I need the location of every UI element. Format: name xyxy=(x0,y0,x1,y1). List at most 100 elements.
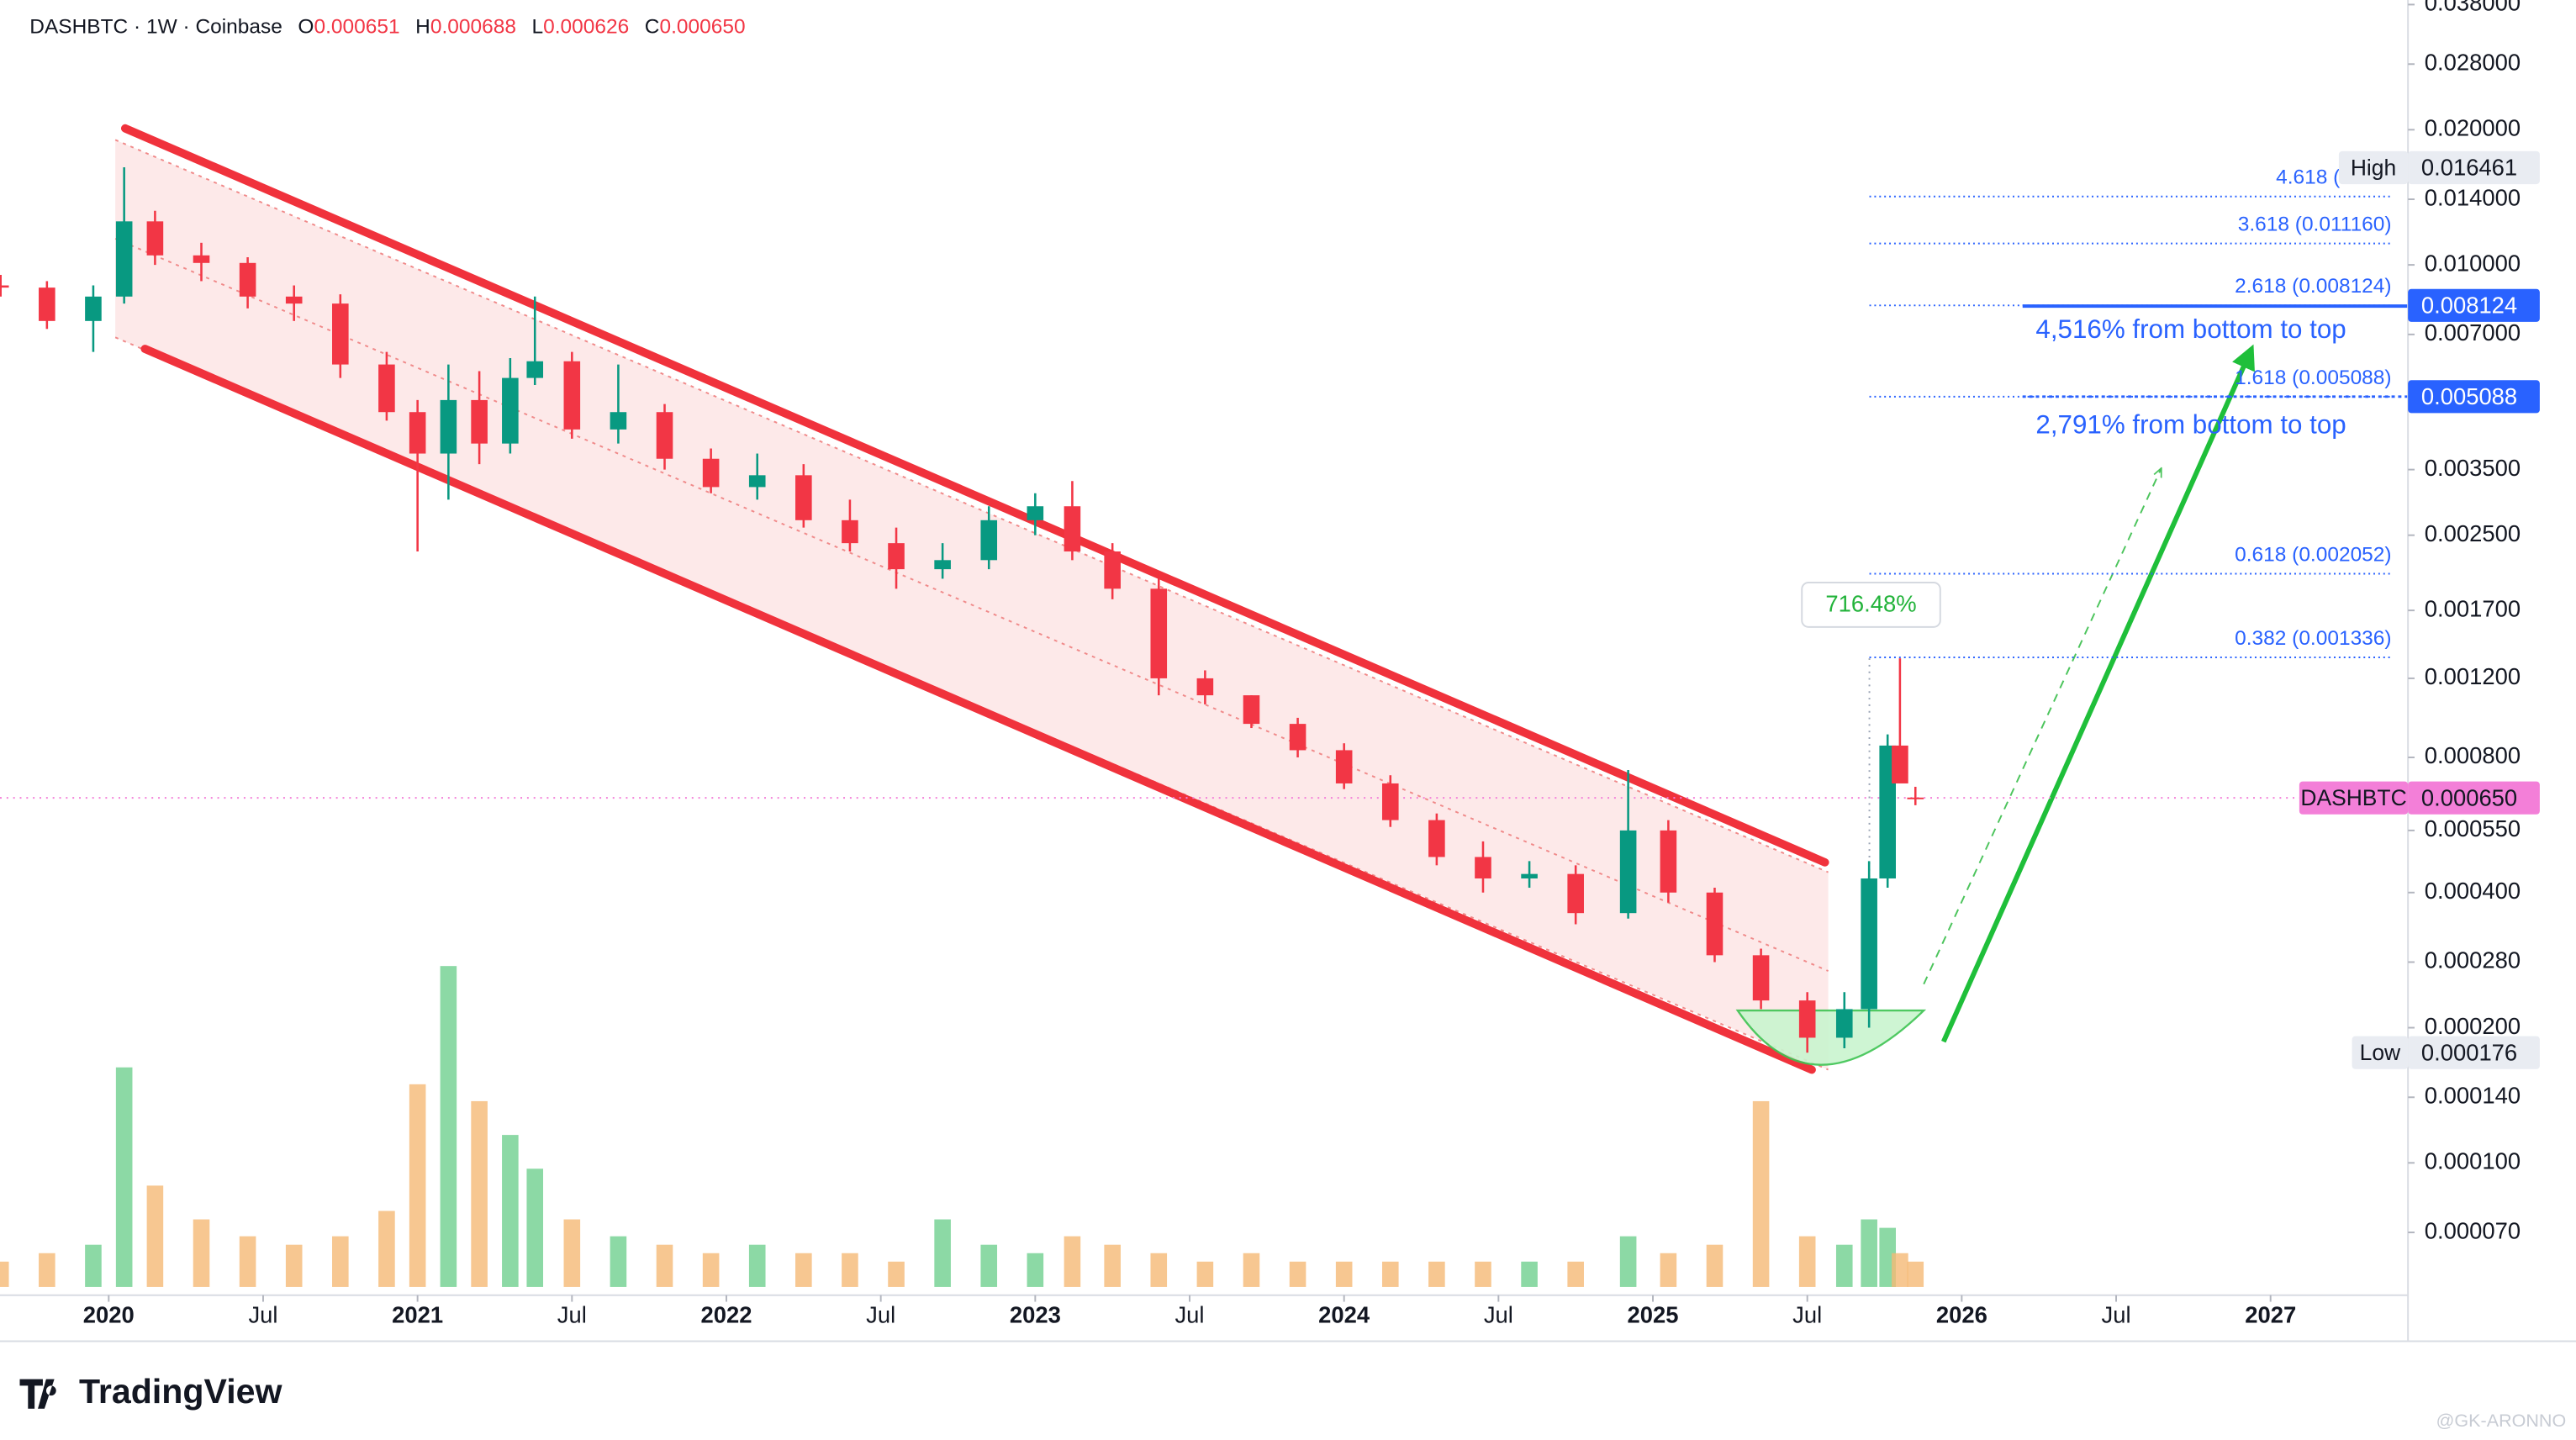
volume-bar xyxy=(502,1135,519,1287)
volume-bar xyxy=(85,1244,102,1287)
fib-label: 2.618 (0.008124) xyxy=(2235,275,2391,298)
volume-bar xyxy=(656,1244,673,1287)
y-tick-label: 0.000100 xyxy=(2425,1148,2521,1174)
y-tick-label: 0.000140 xyxy=(2425,1083,2521,1109)
ohlc-value: 0.000688 xyxy=(430,16,516,39)
volume-bar xyxy=(702,1253,720,1287)
x-tick-label: 2022 xyxy=(700,1301,752,1327)
target-label: 4,516% from bottom to top xyxy=(2035,314,2346,344)
volume-bar xyxy=(471,1100,488,1287)
x-tick-label: Jul xyxy=(866,1301,895,1327)
candle-body xyxy=(1381,783,1399,820)
candle-body xyxy=(1706,892,1723,956)
candle-body xyxy=(563,361,581,430)
volume-bar xyxy=(842,1253,858,1287)
candle-body xyxy=(502,377,519,444)
x-tick-label: Jul xyxy=(1792,1301,1822,1327)
y-tick-label: 0.000800 xyxy=(2425,742,2521,768)
candle-body xyxy=(980,520,998,561)
ohlc-key: O xyxy=(298,16,314,39)
y-tick-label: 0.020000 xyxy=(2425,115,2521,141)
y-tick-label: 0.028000 xyxy=(2425,50,2521,76)
volume-bar xyxy=(934,1219,951,1287)
price-label-box xyxy=(2408,380,2540,414)
watermark: @GK-ARONNO xyxy=(2436,1411,2567,1431)
ohlc-key: H xyxy=(415,16,430,39)
candle-body xyxy=(146,221,164,256)
volume-bar xyxy=(1289,1261,1306,1287)
x-tick-label: 2020 xyxy=(83,1301,135,1327)
candle-body xyxy=(1660,830,1677,893)
candle-body xyxy=(115,221,133,297)
brand-name: TradingView xyxy=(79,1372,283,1411)
volume-bar xyxy=(1835,1244,1853,1287)
volume-bar xyxy=(1150,1253,1168,1287)
price-label-name-box xyxy=(2299,781,2409,815)
volume-bar xyxy=(1752,1100,1770,1287)
y-tick-label: 0.038000 xyxy=(2425,0,2521,16)
x-tick-label: Jul xyxy=(248,1301,277,1327)
candle-body xyxy=(1027,506,1044,520)
volume-bar xyxy=(332,1236,349,1287)
volume-bar xyxy=(980,1244,998,1287)
candle-body xyxy=(1289,724,1306,751)
volume-bar xyxy=(1335,1261,1353,1287)
volume-bar xyxy=(239,1236,256,1287)
candle-body xyxy=(656,412,673,459)
candle-body xyxy=(193,255,210,263)
volume-bar xyxy=(0,1261,9,1287)
legend-header: DASHBTC · 1W · Coinbase O0.000651 H0.000… xyxy=(29,16,745,39)
ohlc-value: 0.000626 xyxy=(543,16,629,39)
y-tick-label: 0.000070 xyxy=(2425,1217,2521,1243)
fib-label: 3.618 (0.011160) xyxy=(2238,214,2392,236)
volume-bar xyxy=(1064,1236,1081,1287)
volume-bar xyxy=(1428,1261,1445,1287)
candle-body xyxy=(0,285,9,288)
price-label-box xyxy=(2408,150,2540,185)
candles xyxy=(0,166,1924,1053)
volume-bar xyxy=(146,1185,164,1287)
candle-body xyxy=(471,399,488,444)
volume-bar xyxy=(39,1253,55,1287)
volume-bar xyxy=(1660,1253,1677,1287)
candle-body xyxy=(85,296,102,321)
price-label-value: 0.000176 xyxy=(2421,1039,2517,1065)
volume-bar xyxy=(1475,1261,1491,1287)
x-tick-label: 2025 xyxy=(1628,1301,1679,1327)
target-arrow-dashed xyxy=(1923,469,2161,985)
volume-bar xyxy=(888,1261,905,1287)
y-tick-label: 0.003500 xyxy=(2425,455,2521,481)
candle-body xyxy=(39,287,55,321)
candle-body xyxy=(610,412,627,430)
candle-body xyxy=(1619,830,1637,914)
volume-bar xyxy=(526,1168,544,1287)
candle-body xyxy=(702,458,720,488)
price-label-name: Low xyxy=(2360,1040,2401,1065)
price-label-name: DASHBTC xyxy=(2300,785,2406,810)
candle-body xyxy=(378,364,395,413)
volume-bar xyxy=(1907,1261,1924,1287)
volume-bar xyxy=(748,1244,766,1287)
target-label: 2,791% from bottom to top xyxy=(2035,409,2346,439)
volume-bar xyxy=(795,1253,812,1287)
candle-body xyxy=(1861,878,1877,1010)
rounded-bottom xyxy=(1735,1009,1927,1066)
y-tick-label: 0.014000 xyxy=(2425,184,2521,210)
gain-label: 716.48% xyxy=(1825,591,1916,617)
volume-bar xyxy=(440,966,457,1287)
y-tick-label: 0.001200 xyxy=(2425,663,2521,689)
ohlc-value: 0.000650 xyxy=(659,16,745,39)
candle-body xyxy=(1798,1000,1816,1038)
candle-body xyxy=(1892,745,1908,783)
candle-body xyxy=(440,399,457,454)
candle-body xyxy=(842,520,858,544)
ohlc-value: 0.000651 xyxy=(314,16,399,39)
y-tick-label: 0.000400 xyxy=(2425,878,2521,904)
y-tick-label: 0.002500 xyxy=(2425,520,2521,546)
volume-bar xyxy=(285,1244,303,1287)
x-tick-label: 2023 xyxy=(1010,1301,1061,1327)
fib-label: 0.382 (0.001336) xyxy=(2235,627,2391,650)
